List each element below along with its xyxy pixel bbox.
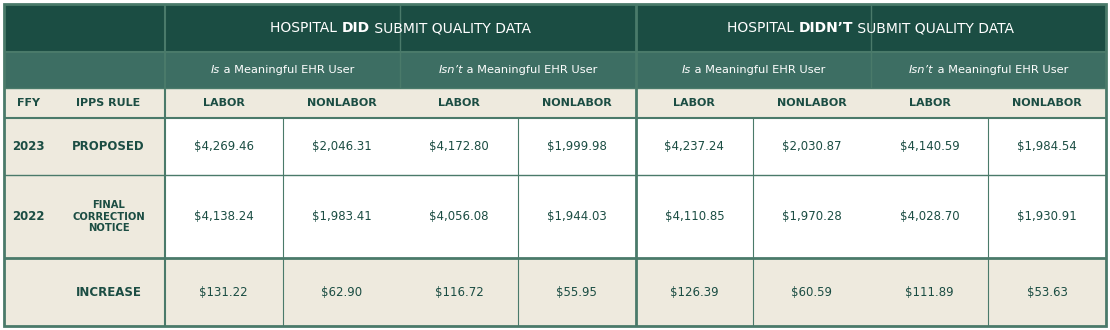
Text: $4,028.70: $4,028.70 bbox=[900, 210, 959, 223]
Bar bbox=[165, 88, 1106, 118]
Text: Isn’t: Isn’t bbox=[909, 65, 934, 75]
Text: $55.95: $55.95 bbox=[556, 285, 597, 299]
Text: NONLABOR: NONLABOR bbox=[777, 98, 847, 108]
Text: FINAL
CORRECTION
NOTICE: FINAL CORRECTION NOTICE bbox=[72, 200, 145, 233]
Text: a Meaningful EHR User: a Meaningful EHR User bbox=[690, 65, 825, 75]
Text: $60.59: $60.59 bbox=[791, 285, 832, 299]
Text: a Meaningful EHR User: a Meaningful EHR User bbox=[220, 65, 354, 75]
Text: $4,056.08: $4,056.08 bbox=[430, 210, 488, 223]
Text: Is: Is bbox=[682, 65, 690, 75]
Text: $2,030.87: $2,030.87 bbox=[783, 140, 841, 153]
Text: $62.90: $62.90 bbox=[321, 285, 362, 299]
Text: DID: DID bbox=[342, 21, 370, 35]
Text: $111.89: $111.89 bbox=[906, 285, 953, 299]
Text: Isn’t: Isn’t bbox=[438, 65, 463, 75]
Text: PROPOSED: PROPOSED bbox=[72, 140, 144, 153]
Bar bbox=[4, 4, 1106, 52]
Text: $1,970.28: $1,970.28 bbox=[783, 210, 841, 223]
Text: FFY: FFY bbox=[17, 98, 40, 108]
Bar bbox=[4, 258, 1106, 326]
Text: $4,237.24: $4,237.24 bbox=[665, 140, 724, 153]
Text: SUBMIT QUALITY DATA: SUBMIT QUALITY DATA bbox=[854, 21, 1015, 35]
Text: LABOR: LABOR bbox=[203, 98, 244, 108]
Bar bbox=[165, 118, 1106, 258]
Text: $1,930.91: $1,930.91 bbox=[1017, 210, 1077, 223]
Bar bbox=[4, 118, 165, 258]
Text: $1,984.54: $1,984.54 bbox=[1017, 140, 1077, 153]
Text: 2022: 2022 bbox=[12, 210, 44, 223]
Text: NONLABOR: NONLABOR bbox=[306, 98, 376, 108]
Bar bbox=[4, 52, 1106, 88]
Bar bbox=[4, 88, 165, 326]
Text: SUBMIT QUALITY DATA: SUBMIT QUALITY DATA bbox=[370, 21, 531, 35]
Text: HOSPITAL: HOSPITAL bbox=[727, 21, 799, 35]
Text: $1,944.03: $1,944.03 bbox=[547, 210, 606, 223]
Text: $4,110.85: $4,110.85 bbox=[665, 210, 724, 223]
Text: 2023: 2023 bbox=[12, 140, 44, 153]
Text: LABOR: LABOR bbox=[438, 98, 480, 108]
Text: $53.63: $53.63 bbox=[1027, 285, 1068, 299]
Text: $4,140.59: $4,140.59 bbox=[900, 140, 959, 153]
Text: $1,983.41: $1,983.41 bbox=[312, 210, 372, 223]
Text: HOSPITAL: HOSPITAL bbox=[270, 21, 342, 35]
Text: a Meaningful EHR User: a Meaningful EHR User bbox=[934, 65, 1068, 75]
Text: $126.39: $126.39 bbox=[670, 285, 718, 299]
Text: DIDN’T: DIDN’T bbox=[799, 21, 854, 35]
Text: INCREASE: INCREASE bbox=[75, 285, 141, 299]
Text: $4,269.46: $4,269.46 bbox=[194, 140, 254, 153]
Text: $131.22: $131.22 bbox=[200, 285, 249, 299]
Text: $4,138.24: $4,138.24 bbox=[194, 210, 254, 223]
Text: $4,172.80: $4,172.80 bbox=[430, 140, 488, 153]
Text: NONLABOR: NONLABOR bbox=[542, 98, 612, 108]
Text: LABOR: LABOR bbox=[674, 98, 715, 108]
Text: LABOR: LABOR bbox=[909, 98, 950, 108]
Text: $1,999.98: $1,999.98 bbox=[547, 140, 607, 153]
Text: IPPS RULE: IPPS RULE bbox=[77, 98, 141, 108]
Text: Is: Is bbox=[211, 65, 220, 75]
Text: $2,046.31: $2,046.31 bbox=[312, 140, 372, 153]
Text: a Meaningful EHR User: a Meaningful EHR User bbox=[463, 65, 597, 75]
Text: NONLABOR: NONLABOR bbox=[1012, 98, 1082, 108]
Text: $116.72: $116.72 bbox=[435, 285, 484, 299]
